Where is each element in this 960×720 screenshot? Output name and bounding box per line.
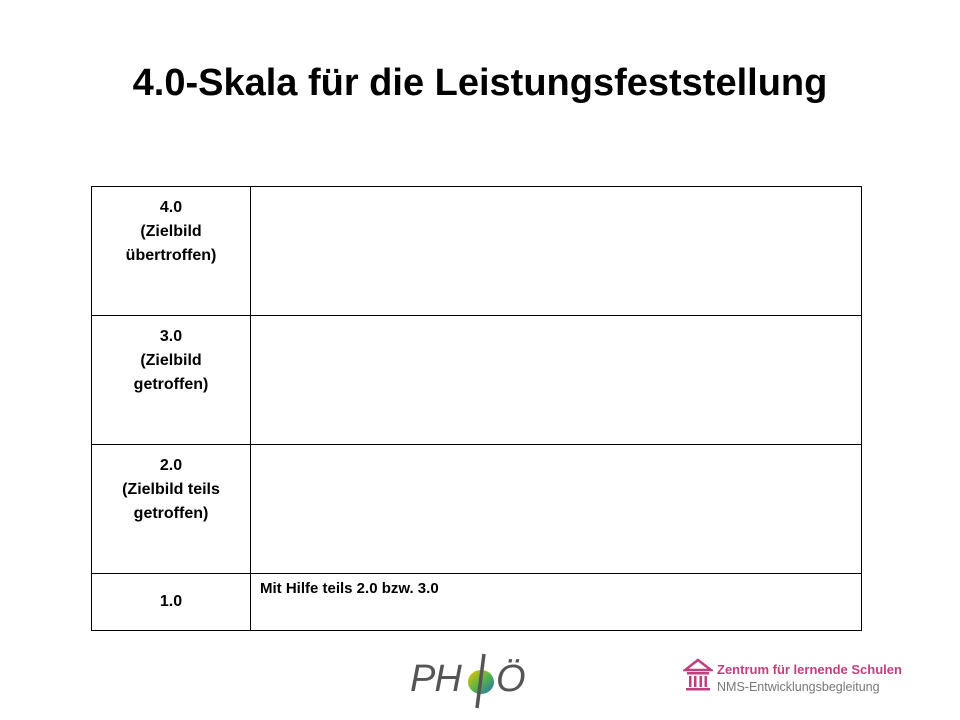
phoe-logo-right-text: Ö xyxy=(496,658,526,700)
description-text xyxy=(251,316,861,322)
zentrum-logo: Zentrum für lernende Schulen NMS-Entwick… xyxy=(683,658,923,698)
description-text: Mit Hilfe teils 2.0 bzw. 3.0 xyxy=(260,580,439,597)
table-row: 2.0 (Zielbild teils getroffen) xyxy=(91,444,862,574)
description-cell xyxy=(250,444,862,574)
level-cell: 3.0 (Zielbild getroffen) xyxy=(91,315,251,445)
zentrum-logo-subtitle: NMS-Entwicklungsbegleitung xyxy=(717,680,880,694)
level-label-line1: (Zielbild teils xyxy=(122,481,220,498)
level-value: 4.0 xyxy=(159,199,183,216)
table-row: 4.0 (Zielbild übertroffen) xyxy=(91,186,862,316)
level-cell: 2.0 (Zielbild teils getroffen) xyxy=(91,444,251,574)
slide-title: 4.0-Skala für die Leistungsfeststellung xyxy=(132,62,828,104)
level-label-line2: übertroffen) xyxy=(125,247,217,264)
description-text xyxy=(251,187,861,193)
phoe-logo: PH Ö xyxy=(410,650,530,710)
description-text xyxy=(251,445,861,451)
phoe-logo-left-text: PH xyxy=(410,658,462,700)
level-cell: 4.0 (Zielbild übertroffen) xyxy=(91,186,251,316)
level-label-line1: (Zielbild xyxy=(140,223,202,240)
phi-icon xyxy=(468,653,494,709)
assessment-scale-table: 4.0 (Zielbild übertroffen) 3.0 (Zielbild… xyxy=(91,186,862,631)
description-cell xyxy=(250,186,862,316)
level-value: 2.0 xyxy=(159,457,183,474)
zentrum-logo-name: Zentrum für lernende Schulen xyxy=(717,662,902,677)
level-cell: 1.0 xyxy=(91,573,251,631)
table-row: 1.0 Mit Hilfe teils 2.0 bzw. 3.0 xyxy=(91,573,862,631)
level-label-line1: (Zielbild xyxy=(140,352,202,369)
level-label-line2: getroffen) xyxy=(133,376,209,393)
table-row: 3.0 (Zielbild getroffen) xyxy=(91,315,862,445)
level-value: 3.0 xyxy=(159,328,183,345)
description-cell: Mit Hilfe teils 2.0 bzw. 3.0 xyxy=(250,573,862,631)
level-label-line2: getroffen) xyxy=(133,505,209,522)
level-value: 1.0 xyxy=(159,593,183,610)
description-cell xyxy=(250,315,862,445)
building-icon xyxy=(683,658,713,691)
